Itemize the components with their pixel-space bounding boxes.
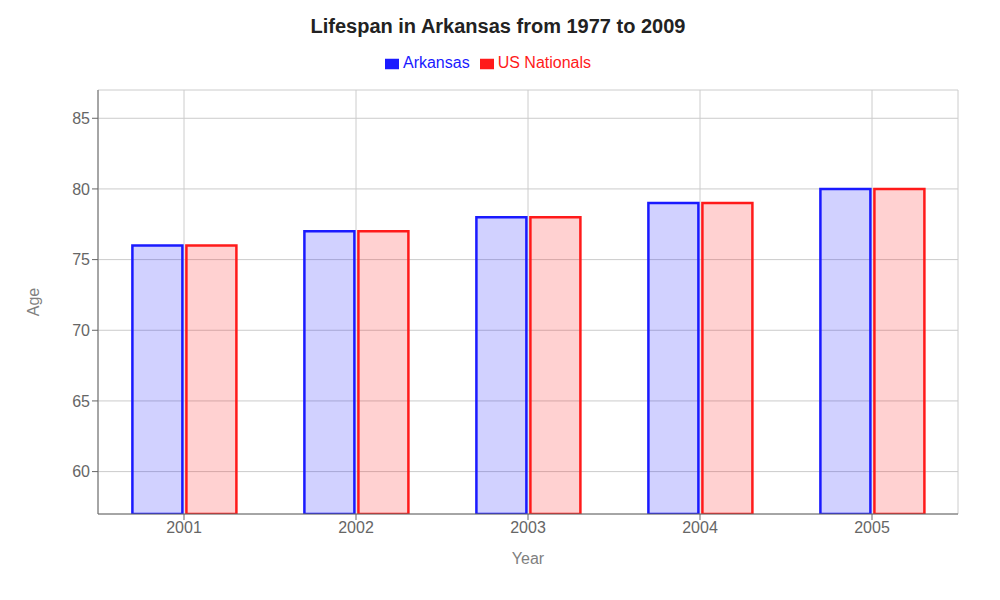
svg-text:2001: 2001	[166, 519, 202, 536]
svg-text:2005: 2005	[854, 519, 890, 536]
html-text:Arkansas: Arkansas	[403, 54, 470, 71]
svg-text:2003: 2003	[510, 519, 546, 536]
svg-text:70: 70	[72, 322, 90, 339]
html-text:US Nationals: US Nationals	[497, 54, 591, 71]
svg-text:75: 75	[72, 251, 90, 268]
svg-text:2002: 2002	[338, 519, 374, 536]
svg-text:2004: 2004	[682, 519, 718, 536]
svg-text:60: 60	[72, 463, 90, 480]
svg-text:Age: Age	[25, 288, 42, 317]
svg-text:85: 85	[72, 110, 90, 127]
svg-text:65: 65	[72, 393, 90, 410]
svg-text:80: 80	[72, 181, 90, 198]
svg-text:Year: Year	[512, 550, 545, 567]
html-text:Lifespan in Arkansas from 1977: Lifespan in Arkansas from 1977 to 2009	[310, 15, 686, 37]
